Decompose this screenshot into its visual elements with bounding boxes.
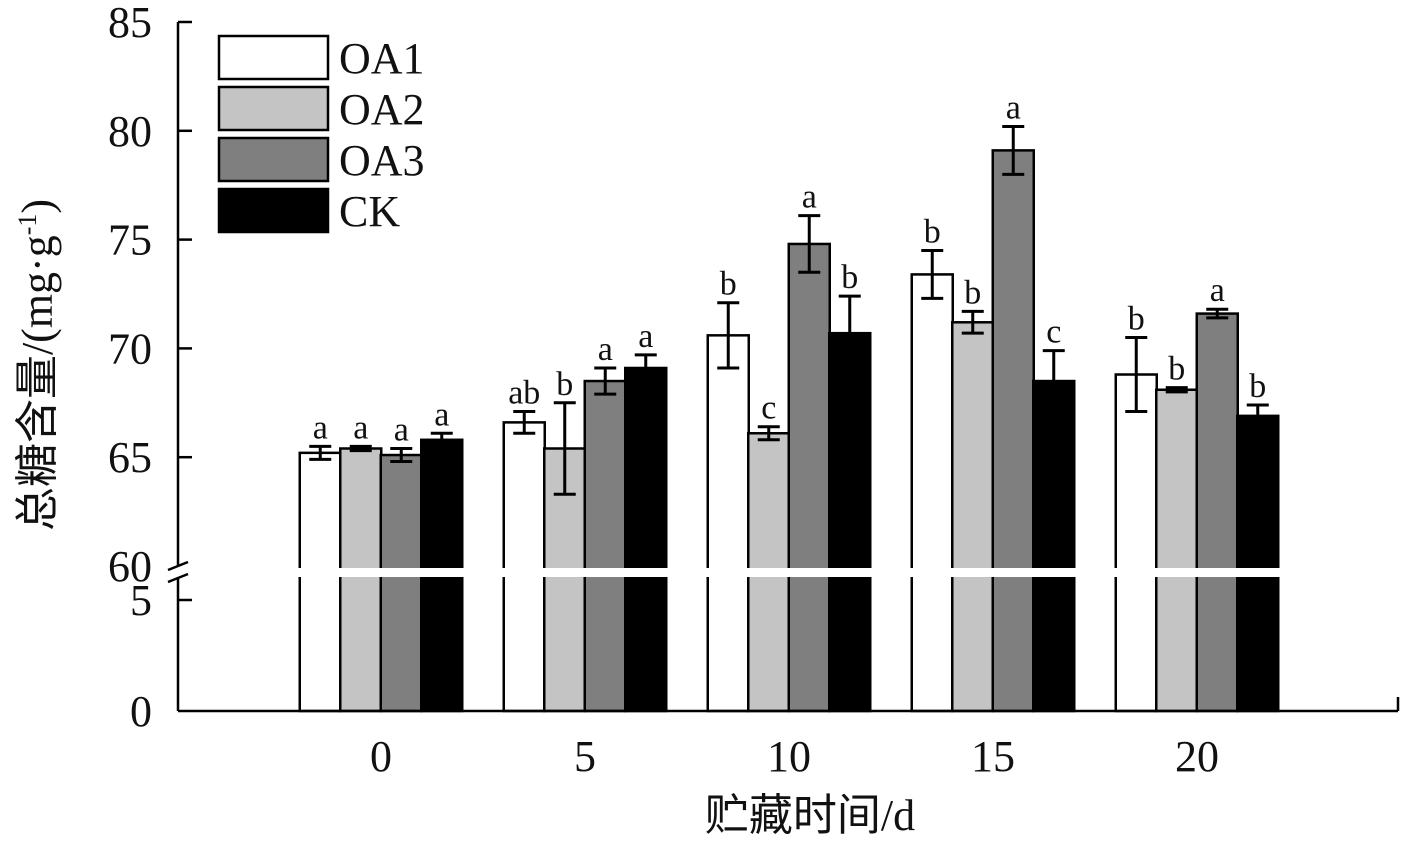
error-bar-oa2-day-10 — [757, 425, 780, 442]
significance-letter-ck-day-5: a — [638, 318, 653, 355]
x-tick-label-5: 5 — [574, 732, 596, 781]
bar-ck-day-5 — [624, 366, 668, 713]
legend-swatch-ck — [217, 187, 330, 234]
bar-oa2-day-20 — [1155, 388, 1199, 713]
bar-ck-day-20 — [1236, 414, 1280, 713]
legend-item-oa3: OA3 — [217, 136, 425, 185]
bar-oa1-day-10 — [706, 334, 750, 713]
y-tick-label-70: 70 — [108, 324, 152, 373]
bar-oa2-day-15 — [951, 321, 995, 713]
error-bar-ck-day-0 — [430, 431, 453, 448]
error-bar-oa1-day-0 — [309, 444, 332, 461]
error-bar-oa2-day-5 — [553, 401, 576, 496]
error-bar-oa1-day-10 — [717, 301, 740, 370]
error-bar-ck-day-15 — [1042, 349, 1065, 414]
significance-letter-oa2-day-15: b — [964, 274, 981, 311]
error-bar-oa1-day-20 — [1125, 336, 1148, 414]
y-tick-label-80: 80 — [108, 107, 152, 156]
x-axis-title: 贮藏时间/d — [705, 791, 915, 840]
error-bar-ck-day-20 — [1246, 403, 1269, 429]
axes-layer: 60 65 70 75 80 85 0 5 0 5 10 15 20 — [108, 0, 1400, 781]
error-bar-oa2-day-15 — [961, 309, 984, 335]
error-bar-oa2-day-20 — [1165, 386, 1188, 394]
legend-item-ck: CK — [217, 187, 400, 236]
legend-item-oa2: OA2 — [217, 85, 425, 134]
significance-letter-oa1-day-10: b — [720, 266, 737, 303]
y-tick-label-85: 85 — [108, 0, 152, 47]
legend-label-oa1: OA1 — [339, 34, 425, 83]
axis-break-gap — [175, 568, 1395, 577]
error-bar-ck-day-5 — [634, 353, 657, 383]
y-tick-label-lower-0: 0 — [130, 687, 152, 736]
error-bar-oa2-day-0 — [349, 444, 372, 453]
legend-swatch-oa3 — [217, 136, 330, 183]
error-bar-oa3-day-20 — [1206, 307, 1229, 320]
significance-letter-oa1-day-20: b — [1128, 301, 1145, 338]
y-tick-label-75: 75 — [108, 216, 152, 265]
error-bar-ck-day-10 — [838, 294, 861, 372]
significance-letter-ck-day-20: b — [1249, 368, 1266, 405]
legend-label-oa2: OA2 — [339, 85, 425, 134]
bar-ck-day-10 — [828, 331, 872, 713]
significance-letter-oa3-day-5: a — [598, 331, 613, 368]
x-tick-label-10: 10 — [767, 732, 811, 781]
error-bars-layer — [309, 124, 1269, 496]
significance-letter-ck-day-10: b — [841, 259, 858, 296]
significance-letter-oa1-day-15: b — [924, 213, 941, 250]
bar-oa3-day-5 — [583, 379, 627, 713]
significance-letter-oa2-day-5: b — [556, 366, 573, 403]
bar-oa3-day-10 — [787, 242, 831, 713]
y-tick-label-60: 60 — [108, 542, 152, 591]
legend-label-ck: CK — [339, 187, 400, 236]
bar-oa3-day-15 — [991, 149, 1035, 713]
error-bar-oa3-day-10 — [798, 214, 821, 274]
bar-oa1-day-5 — [502, 421, 546, 713]
y-axis-title-superscript: -1 — [13, 214, 42, 236]
significance-letter-oa3-day-0: a — [394, 411, 409, 448]
error-bar-oa1-day-15 — [921, 248, 944, 300]
x-tick-label-0: 0 — [370, 732, 392, 781]
legend-item-oa1: OA1 — [217, 34, 425, 83]
significance-letter-ck-day-0: a — [434, 396, 449, 433]
y-axis-title: 总糖含量/(mg·g-1) — [13, 199, 62, 531]
significance-letter-oa2-day-10: c — [761, 390, 776, 427]
significance-letter-oa2-day-20: b — [1168, 351, 1185, 388]
error-bar-oa3-day-15 — [1002, 124, 1025, 176]
bar-oa1-day-0 — [298, 451, 342, 713]
y-tick-label-lower-5: 5 — [130, 576, 152, 625]
significance-letter-oa2-day-0: a — [353, 409, 368, 446]
y-axis-title-main: 总糖含量/(mg·g — [13, 235, 62, 531]
error-bar-oa3-day-0 — [390, 446, 413, 464]
x-tick-label-20: 20 — [1175, 732, 1219, 781]
bar-oa1-day-20 — [1114, 373, 1158, 713]
significance-letter-oa3-day-15: a — [1006, 89, 1021, 126]
error-bar-oa3-day-5 — [594, 366, 617, 396]
x-tick-label-15: 15 — [971, 732, 1015, 781]
bar-oa3-day-20 — [1195, 312, 1239, 713]
error-bar-oa1-day-5 — [513, 410, 536, 435]
bar-oa1-day-15 — [910, 273, 954, 713]
significance-letter-oa1-day-5: ab — [508, 375, 540, 412]
significance-letter-oa3-day-20: a — [1210, 272, 1225, 309]
legend-swatch-oa2 — [217, 85, 330, 132]
y-tick-label-65: 65 — [108, 433, 152, 482]
bar-oa3-day-0 — [379, 453, 423, 713]
legend-swatch-oa1 — [217, 34, 330, 81]
significance-letter-ck-day-15: c — [1046, 314, 1061, 351]
legend-label-oa3: OA3 — [339, 136, 425, 185]
y-axis-title-tail: ) — [13, 199, 62, 214]
significance-letter-oa3-day-10: a — [802, 179, 817, 216]
bar-ck-day-15 — [1032, 379, 1076, 713]
significance-letter-oa1-day-0: a — [313, 409, 328, 446]
bar-oa2-day-0 — [339, 447, 383, 713]
